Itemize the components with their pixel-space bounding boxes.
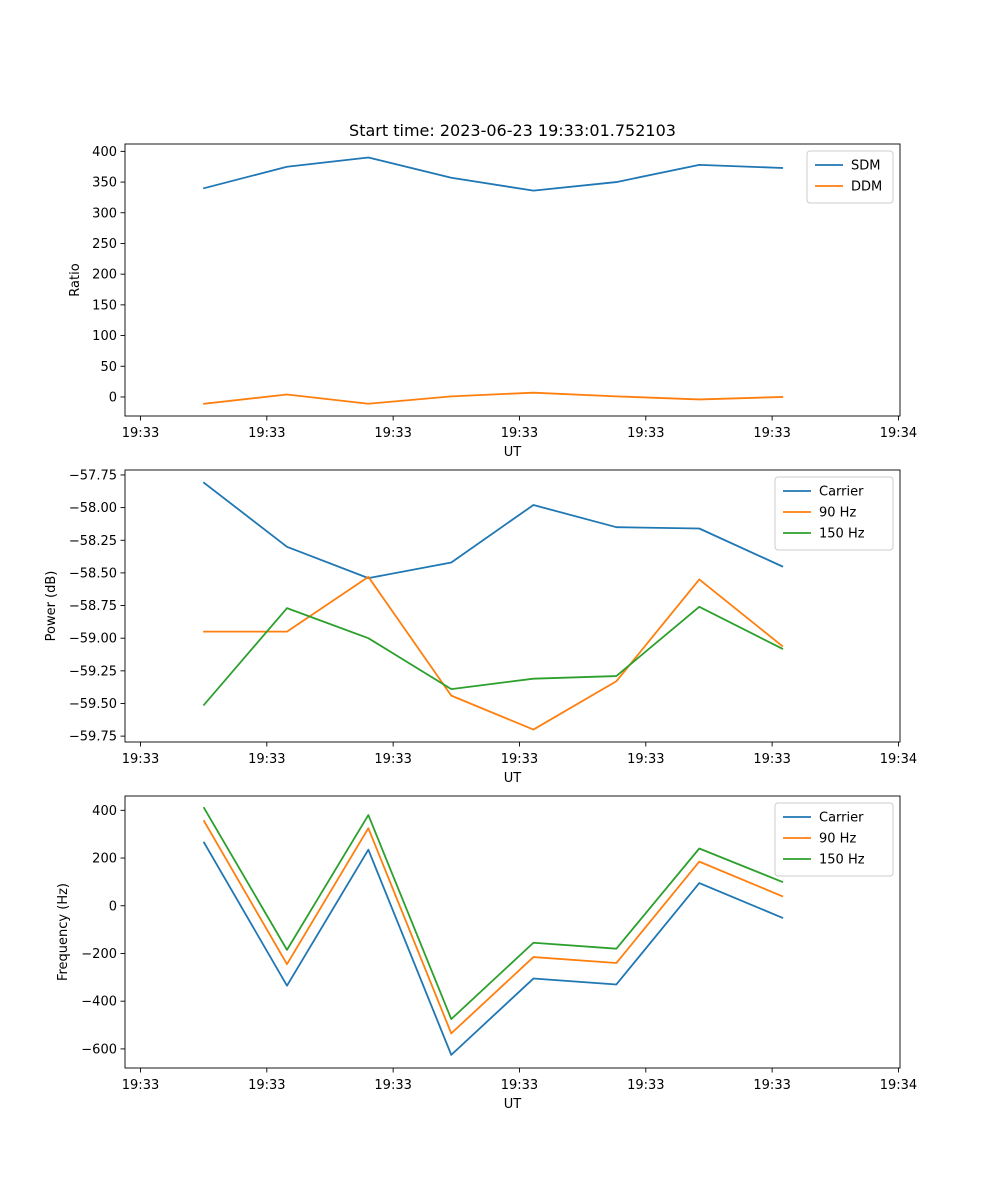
series-line-carrier: [202, 481, 784, 580]
y-tick-label: −58.25: [69, 534, 117, 549]
x-axis-label: UT: [504, 771, 522, 786]
y-tick-label: 250: [92, 237, 117, 252]
y-tick-label: 100: [92, 329, 117, 344]
y-tick-label: 350: [92, 176, 117, 191]
x-tick-label: 19:33: [248, 426, 285, 441]
plot-frame: [124, 795, 901, 1069]
y-tick-label: −59.50: [69, 697, 117, 712]
y-axis-label: Frequency (Hz): [56, 883, 71, 981]
y-tick-label: −400: [81, 995, 117, 1010]
x-tick-label: 19:33: [374, 1078, 411, 1093]
y-tick-label: 200: [92, 268, 117, 283]
x-tick-label: 19:33: [122, 1078, 159, 1093]
legend-entry: 90 Hz: [819, 506, 856, 521]
x-tick-label: 19:33: [627, 1078, 664, 1093]
series-line-ddm: [203, 391, 784, 405]
y-tick-label: −58.00: [69, 501, 117, 516]
y-tick-label: −58.50: [69, 566, 117, 581]
y-tick-label: 50: [100, 360, 117, 375]
y-tick-label: −58.75: [69, 599, 117, 614]
x-tick-label: 19:33: [501, 752, 538, 767]
plot-frame: [124, 469, 901, 743]
x-tick-label: 19:33: [248, 1078, 285, 1093]
series-line-150-hz: [202, 806, 784, 1020]
legend: Carrier 90 Hz 150 Hz: [774, 476, 894, 551]
y-tick-label: −600: [81, 1042, 117, 1057]
x-tick-label: 19:34: [880, 752, 917, 767]
x-tick-label: 19:33: [501, 1078, 538, 1093]
x-tick-label: 19:34: [880, 1078, 917, 1093]
x-tick-label: 19:33: [501, 426, 538, 441]
x-tick-label: 19:33: [627, 752, 664, 767]
y-tick-label: 400: [92, 804, 117, 819]
x-tick-label: 19:33: [248, 752, 285, 767]
legend-box: [806, 150, 894, 204]
series-line-90-hz: [202, 819, 784, 1035]
y-tick-label: −59.00: [69, 632, 117, 647]
y-tick-label: −59.25: [69, 664, 117, 679]
legend-entry: 90 Hz: [819, 832, 856, 847]
y-tick-label: 200: [92, 852, 117, 867]
x-axis-label: UT: [504, 1097, 522, 1112]
legend-entry: Carrier: [819, 485, 864, 500]
x-tick-label: 19:33: [753, 752, 790, 767]
series-line-90-hz: [203, 575, 784, 731]
figure-title: Start time: 2023-06-23 19:33:01.752103: [349, 121, 676, 140]
y-axis-label: Ratio: [68, 263, 83, 296]
x-tick-label: 19:33: [627, 426, 664, 441]
y-tick-label: 0: [109, 390, 117, 405]
y-tick-label: 150: [92, 298, 117, 313]
y-tick-label: 300: [92, 206, 117, 221]
x-tick-label: 19:33: [122, 426, 159, 441]
series-line-carrier: [202, 841, 784, 1056]
y-tick-label: 400: [92, 145, 117, 160]
series-line-sdm: [202, 156, 784, 192]
x-tick-label: 19:33: [122, 752, 159, 767]
legend-box: [774, 802, 894, 877]
x-tick-label: 19:34: [880, 426, 917, 441]
y-tick-label: 0: [109, 899, 117, 914]
legend: SDM DDM: [806, 150, 894, 204]
legend-entry: SDM: [851, 159, 880, 174]
chart-panel-1: 19:33 19:33 19:33 19:33 19:33 19:33 19:34 0 50 10…: [68, 143, 917, 460]
legend: Carrier 90 Hz 150 Hz: [774, 802, 894, 877]
legend-entry: 150 Hz: [819, 853, 865, 868]
plot-frame: [124, 143, 901, 417]
y-tick-label: −59.75: [69, 730, 117, 745]
x-tick-label: 19:33: [374, 426, 411, 441]
x-tick-label: 19:33: [374, 752, 411, 767]
legend-box: [774, 476, 894, 551]
chart-panel-2: 19:33 19:33 19:33 19:33 19:33 19:33 19:34 −59.7…: [44, 468, 917, 786]
y-tick-label: −57.75: [69, 468, 117, 483]
legend-entry: 150 Hz: [819, 527, 865, 542]
x-tick-label: 19:33: [753, 1078, 790, 1093]
legend-entry: DDM: [851, 180, 882, 195]
y-axis-label: Power (dB): [44, 571, 59, 642]
chart-panel-3: 19:33 19:33 19:33 19:33 19:33 19:33 19:34 −600 −…: [56, 795, 917, 1112]
x-axis-label: UT: [504, 445, 522, 460]
y-tick-label: −200: [81, 947, 117, 962]
series-line-150-hz: [202, 605, 784, 707]
x-tick-label: 19:33: [753, 426, 790, 441]
legend-entry: Carrier: [819, 811, 864, 826]
